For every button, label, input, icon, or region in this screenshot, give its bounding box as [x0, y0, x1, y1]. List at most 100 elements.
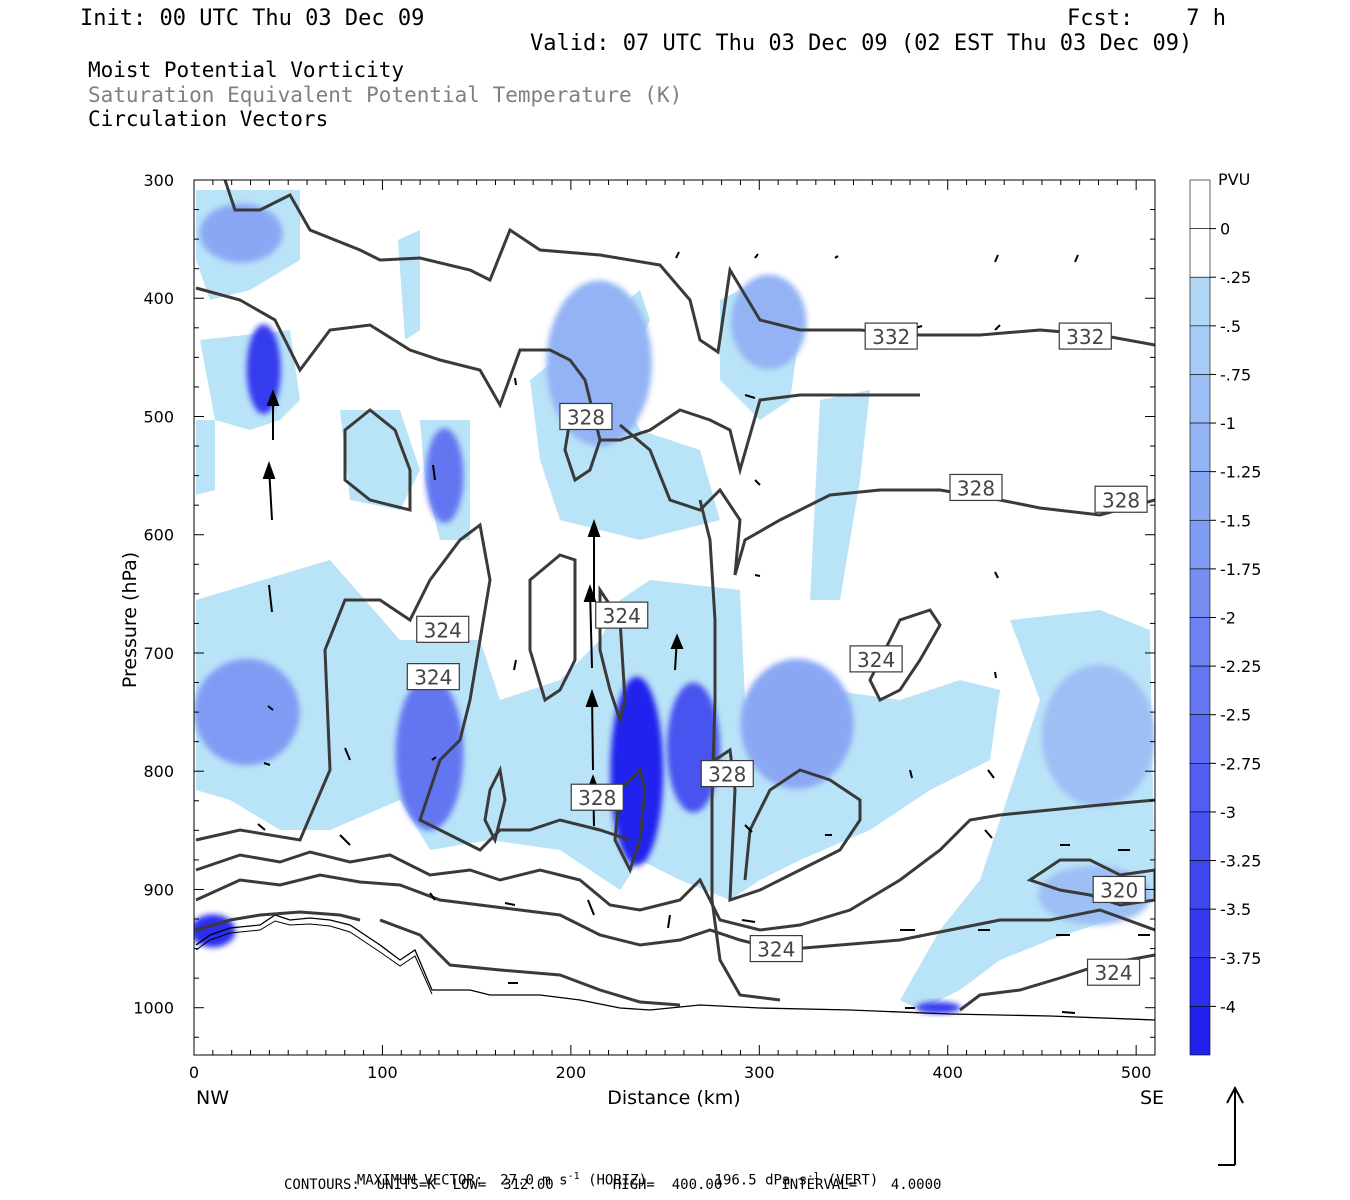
colorbar-bin [1189, 471, 1211, 521]
vector-arrow [429, 892, 436, 901]
colorbar-label: -1.25 [1220, 463, 1261, 482]
contour-line [868, 608, 942, 703]
contour-line [714, 747, 862, 903]
colorbar-label: -.5 [1220, 317, 1241, 336]
plot-frame [193, 179, 1156, 1056]
vector-arrow [994, 571, 999, 579]
contour-label: 328 [578, 786, 616, 810]
y-tick-label: 500 [143, 407, 174, 426]
max-vector-horiz: 27.0 m s [500, 1172, 568, 1189]
x-tick-label: 200 [556, 1063, 587, 1082]
contour-label-box [749, 934, 803, 963]
contour-label: 332 [1066, 325, 1104, 349]
colorbar-unit: PVU [1218, 170, 1250, 189]
colorbar-bin [1189, 714, 1211, 764]
contour-label: 324 [757, 938, 795, 962]
contour-label: 320 [1100, 878, 1138, 902]
contour-labels: 332 332 328 328 328 324 324 324 324 328 328 320 324 3… [406, 322, 1148, 986]
y-tick-label: 900 [143, 880, 174, 899]
contour-label-box [570, 783, 624, 811]
vector-arrow [754, 253, 759, 259]
x-tick-label: 100 [367, 1063, 398, 1082]
valid-time: Valid: 07 UTC Thu 03 Dec 09 (02 EST Thu … [530, 31, 1193, 56]
mpv-core [194, 658, 300, 766]
contour-label-box [559, 402, 613, 431]
colorbar-label: -2.25 [1220, 657, 1261, 676]
init-time: Init: 00 UTC Thu 03 Dec 09 [80, 6, 425, 31]
vector-arrow [513, 659, 517, 671]
colorbar-bin [1189, 1006, 1211, 1056]
vector-arrow [754, 574, 761, 577]
axes: 300 400 500 600 700 800 900 1000 0 100 200 300 400 50… [133, 171, 1156, 1082]
contour-line [528, 553, 577, 703]
mpv-core [915, 1001, 961, 1014]
x-end-label-nw: NW [196, 1087, 229, 1109]
colorbar-bin [1189, 811, 1211, 861]
horiz-exponent: -1 [567, 1171, 580, 1182]
mpv-light-region [340, 410, 420, 510]
vert-exponent: -1 [807, 1171, 820, 1182]
contour-label-box [949, 473, 1003, 502]
vector-arrow [591, 694, 594, 771]
vector-arrow [744, 394, 756, 399]
vector-arrowhead [583, 584, 597, 602]
vector-arrow [1074, 254, 1079, 263]
vector-arrow [667, 914, 671, 929]
contour-line [195, 910, 361, 932]
vector-arrow [994, 254, 999, 263]
contour-label: 328 [567, 405, 605, 429]
vector-arrowhead [670, 633, 684, 649]
colorbar-label: -2.75 [1220, 754, 1261, 773]
max-vector-label: MAXIMUM VECTOR: [356, 1172, 484, 1189]
horiz-suffix: (HORIZ) [579, 1172, 648, 1189]
vector-arrow [344, 747, 351, 761]
vector-arrow [987, 769, 995, 779]
mpv-core [395, 676, 464, 831]
y-axis-title: Pressure (hPa) [119, 552, 141, 688]
colorbar-label: -3.5 [1220, 900, 1251, 919]
contour-label-box [595, 601, 649, 629]
colorbar-bin [1189, 763, 1211, 813]
y-tick-label: 800 [143, 762, 174, 781]
contour-label-box [700, 759, 754, 788]
colorbar-label: -.75 [1220, 365, 1251, 384]
vector-arrow [432, 464, 436, 481]
colorbar-bin [1189, 179, 1211, 229]
colorbar-label: -4 [1220, 997, 1236, 1016]
mpv-core [1041, 664, 1155, 807]
contour-info: CONTOURS: UNITS=K LOW= 312.00 HIGH= 400.… [284, 1177, 942, 1193]
colorbar-label: -1.5 [1220, 511, 1251, 530]
contour-label-box [416, 615, 470, 643]
forecast-hour: Fcst: 7 h [1067, 6, 1226, 31]
contour-line [698, 499, 781, 1002]
mpv-core [425, 428, 464, 523]
contour-line [195, 873, 1155, 952]
vector-arrow [754, 479, 761, 486]
x-tick-label: 400 [932, 1063, 963, 1082]
contour-line [483, 765, 507, 845]
field-title-theta-es: Saturation Equivalent Potential Temperat… [88, 83, 683, 107]
colorbar-bin [1189, 665, 1211, 716]
colorbar-bin [1189, 617, 1211, 667]
contour-line [195, 522, 631, 852]
colorbar: PVU 0 -.25 -.5 -.75 -1 -1.25 -1.5 -1.75 -2 -2.25 -2… [1189, 170, 1261, 1056]
mpv-light-region [196, 560, 1000, 900]
vector-arrow [589, 589, 593, 669]
contour-line [343, 408, 412, 512]
contour-line [195, 286, 920, 476]
colorbar-bin [1189, 228, 1211, 278]
colorbar-bin [1189, 422, 1211, 472]
contour-line [379, 918, 681, 1007]
mpv-cores [194, 203, 1155, 1014]
colorbar-label: -1.75 [1220, 560, 1261, 579]
vector-arrow [984, 829, 993, 839]
vector-arrowhead [585, 689, 599, 707]
reference-vector [1218, 1085, 1244, 1166]
y-tick-label: 300 [143, 171, 174, 190]
colorbar-bin [1189, 325, 1211, 375]
colorbar-bin [1189, 519, 1211, 570]
colorbar-bin [1189, 276, 1211, 327]
vector-arrow [994, 324, 1001, 331]
vector-arrow [339, 834, 351, 846]
contour-label-box [1058, 322, 1112, 350]
